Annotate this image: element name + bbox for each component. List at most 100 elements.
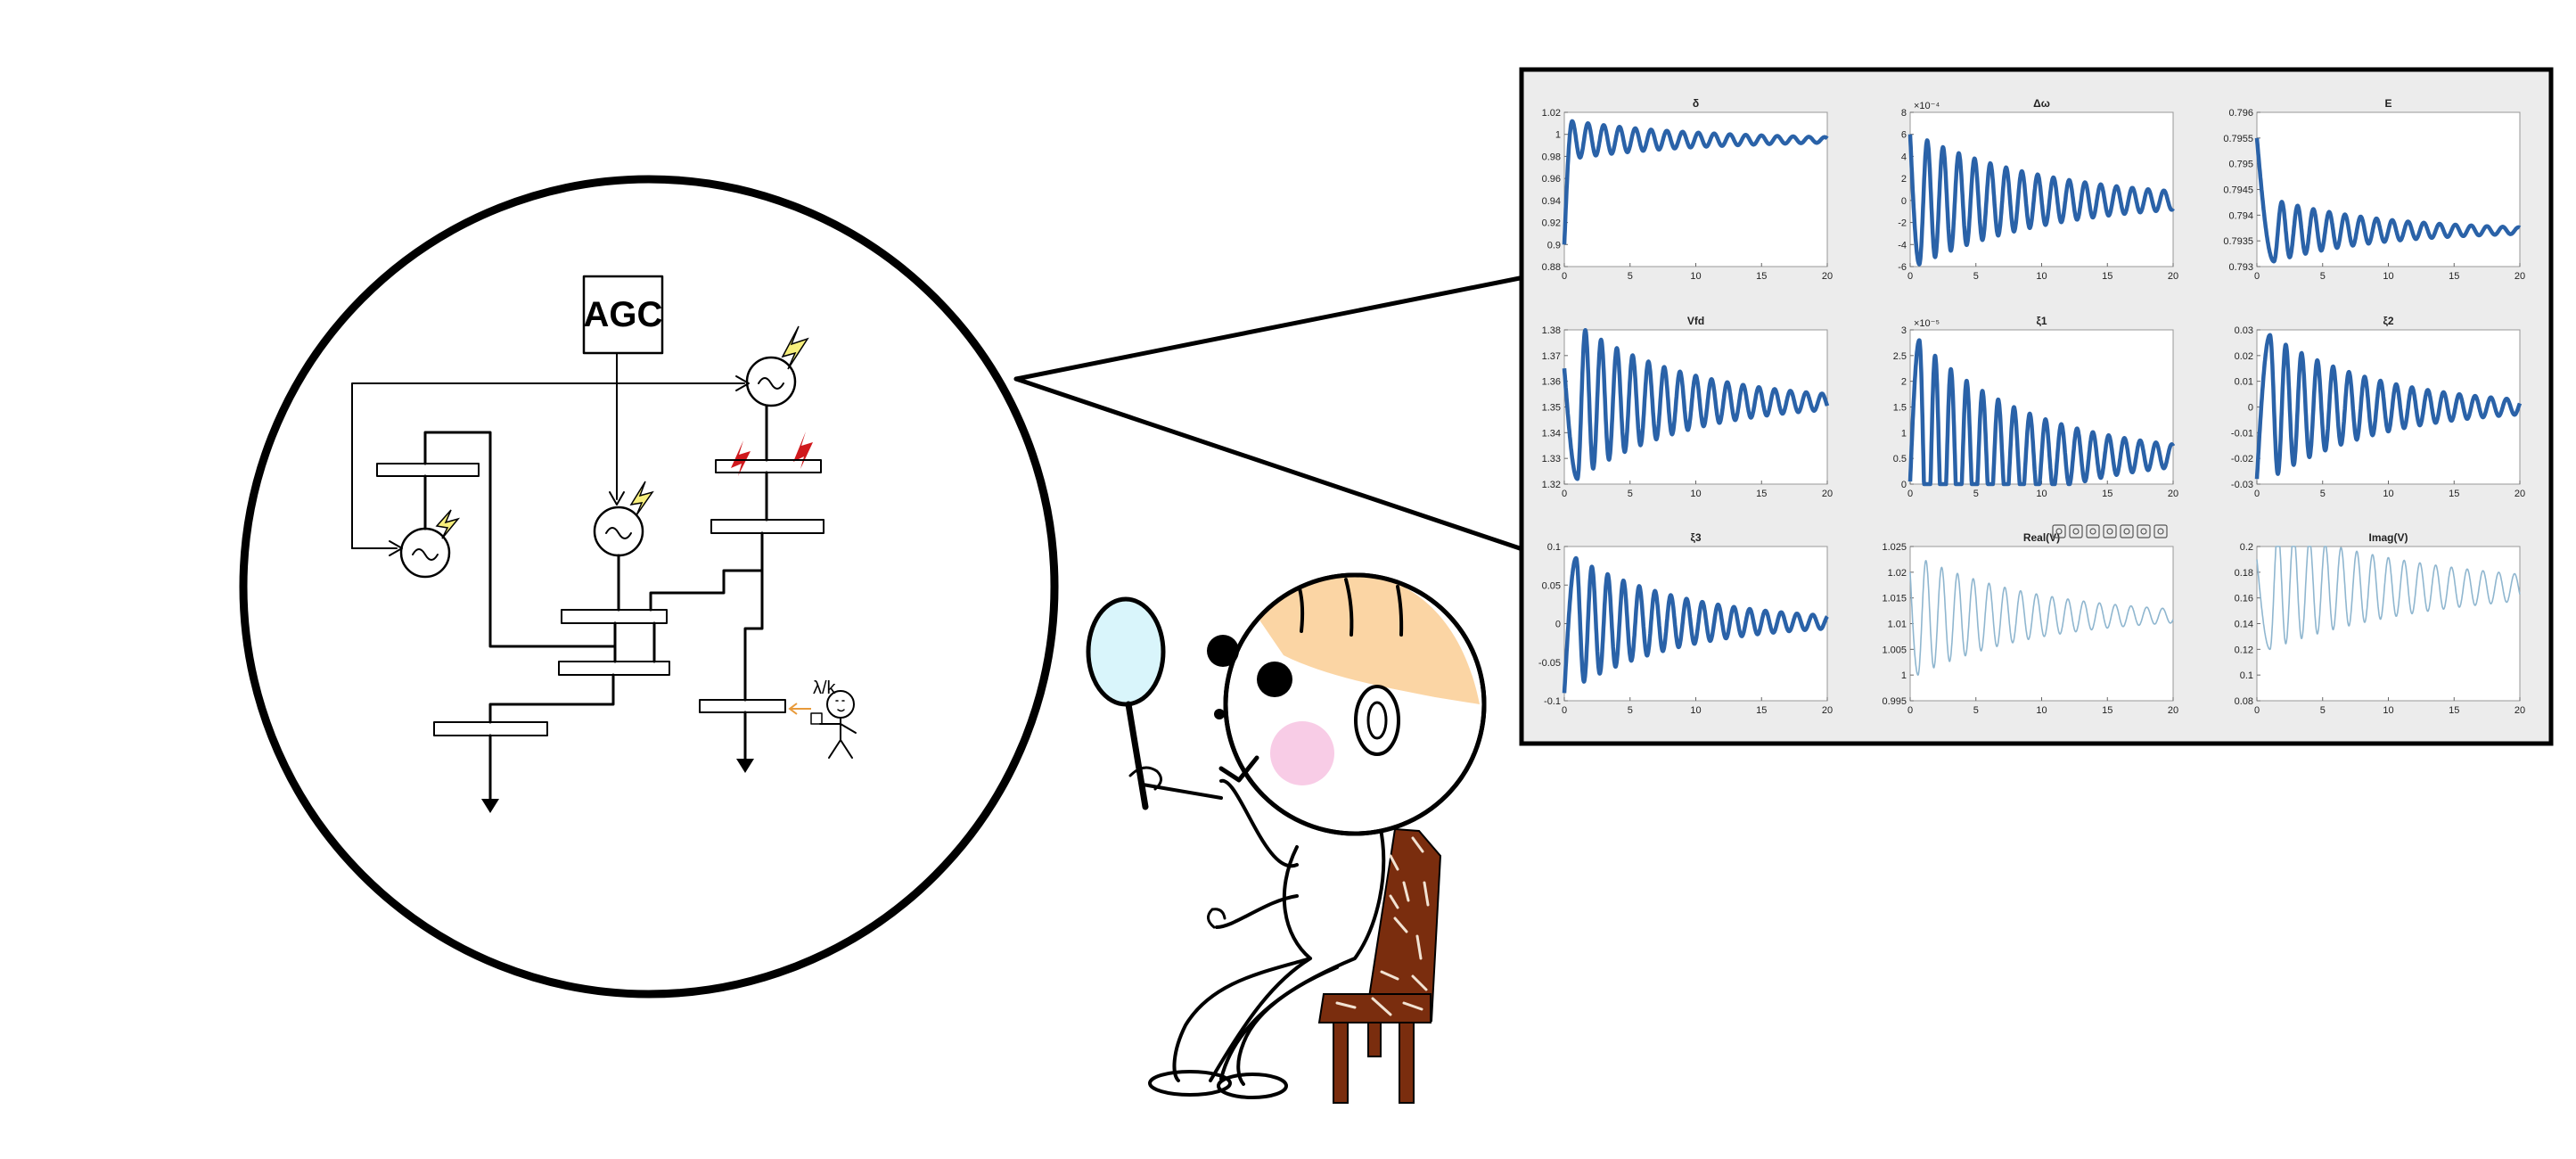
y-tick-label: 1.37 — [1542, 351, 1561, 362]
y-tick-label: 0.7935 — [2223, 236, 2253, 247]
signal-line — [1562, 555, 1829, 694]
save-icon[interactable] — [2086, 524, 2100, 538]
subplot-title: Imag(V) — [2368, 531, 2408, 544]
subplot-title: Δω — [2033, 97, 2050, 110]
bolt-icon — [435, 509, 461, 539]
x-tick-label: 10 — [2383, 705, 2393, 716]
x-tick-label: 0 — [1907, 489, 1913, 499]
y-tick-label: 0.1 — [1547, 542, 1561, 553]
y-tick-label: 2 — [1901, 377, 1907, 388]
bus-2 — [715, 459, 822, 473]
x-tick-label: 10 — [1690, 705, 1701, 716]
bus-6 — [433, 721, 548, 736]
y-tick-label: 0.7955 — [2223, 134, 2253, 144]
y-tick-label: 0.01 — [2235, 377, 2253, 388]
x-tick-label: 15 — [2102, 489, 2112, 499]
x-tick-label: 20 — [2514, 489, 2525, 499]
y-tick-label: 0.2 — [2240, 542, 2253, 553]
brush-icon[interactable] — [2052, 524, 2066, 538]
x-tick-label: 0 — [2254, 489, 2260, 499]
y-tick-label: 0.1 — [2240, 670, 2253, 681]
y-tick-label: -6 — [1898, 262, 1907, 273]
x-tick-label: 0 — [1562, 271, 1567, 282]
subplot-title: ξ1 — [2036, 315, 2047, 327]
x-tick-label: 20 — [2168, 489, 2178, 499]
magnify-circle — [239, 175, 1059, 999]
y-tick-label: -0.05 — [1538, 658, 1561, 669]
x-tick-label: 0 — [2254, 705, 2260, 716]
y-tick-label: 0.793 — [2228, 262, 2253, 273]
x-tick-label: 10 — [2036, 705, 2047, 716]
y-tick-label: 0.08 — [2235, 696, 2253, 707]
subplot-9: Imag(V) 0.2 0.18 0.16 0.14 0.12 0.1 0.080 5 10 15 2… — [2235, 531, 2526, 716]
y-tick-label: 2.5 — [1893, 351, 1907, 362]
y-tick-label: 4 — [1901, 152, 1907, 162]
y-tick-label: 1.5 — [1893, 403, 1907, 414]
y-tick-label: 1 — [1901, 670, 1907, 681]
x-tick-label: 15 — [2449, 489, 2459, 499]
callout-line-top — [1013, 275, 1522, 382]
x-tick-label: 20 — [2168, 705, 2178, 716]
x-tick-label: 10 — [2036, 489, 2047, 499]
bus-7 — [699, 699, 786, 713]
y-tick-label: 1.015 — [1882, 594, 1907, 604]
figure-toolbar[interactable] — [2052, 524, 2168, 538]
signal-line — [1909, 559, 2174, 677]
agc-label: AGC — [584, 295, 663, 334]
signal-line — [1907, 338, 2176, 487]
x-tick-label: 0 — [1562, 705, 1567, 716]
x-tick-label: 20 — [2514, 705, 2525, 716]
agc-control-loop — [351, 382, 745, 549]
print-icon[interactable] — [2069, 524, 2083, 538]
y-tick-label: 6 — [1901, 130, 1907, 141]
y-tick-label: 1.32 — [1542, 480, 1561, 490]
y-tick-label: 8 — [1901, 108, 1907, 119]
operator-label: λ/k — [813, 678, 837, 698]
y-tick-label: 0.9 — [1547, 240, 1561, 251]
y-tick-label: 0.7945 — [2223, 185, 2253, 196]
axis-exponent: ×10⁻⁵ — [1914, 318, 1940, 329]
x-tick-label: 20 — [2168, 271, 2178, 282]
y-tick-label: 0.02 — [2235, 351, 2253, 362]
x-tick-label: 10 — [2383, 271, 2393, 282]
x-tick-label: 5 — [1628, 489, 1633, 499]
x-tick-label: 5 — [1628, 271, 1633, 282]
y-tick-label: -0.1 — [1544, 696, 1561, 707]
magnified-view: AGC — [239, 175, 1522, 999]
x-tick-label: 10 — [1690, 489, 1701, 499]
y-tick-label: 0.794 — [2228, 210, 2253, 221]
bus-4 — [561, 609, 668, 624]
zoom-in-icon[interactable] — [2120, 524, 2134, 538]
x-tick-label: 15 — [2449, 271, 2459, 282]
bolt-icon — [781, 325, 809, 370]
y-tick-label: 1.38 — [1542, 325, 1561, 336]
y-tick-label: 1.01 — [1888, 620, 1907, 630]
axes-box — [2256, 546, 2521, 702]
x-tick-label: 0 — [1562, 489, 1567, 499]
x-tick-label: 0 — [2254, 271, 2260, 282]
pan-hand-icon[interactable] — [2103, 524, 2117, 538]
home-icon[interactable] — [2154, 524, 2168, 538]
y-tick-label: 1.34 — [1542, 428, 1561, 439]
signal-line — [1562, 119, 1829, 245]
x-tick-label: 20 — [1822, 271, 1833, 282]
x-tick-label: 15 — [2449, 705, 2459, 716]
y-tick-label: 0.795 — [2228, 160, 2253, 170]
generator-right — [745, 356, 797, 407]
x-tick-label: 5 — [2320, 271, 2326, 282]
subplot-1: δ 1.02 1 0.98 0.96 0.94 0.92 0.9 0.880 5 10 15 20 — [1542, 97, 1834, 282]
y-tick-label: -0.02 — [2231, 454, 2253, 464]
y-tick-label: 0.05 — [1542, 580, 1561, 591]
axes-box — [2256, 111, 2521, 267]
y-tick-label: 1.005 — [1882, 645, 1907, 655]
y-tick-label: 0.88 — [1542, 262, 1561, 273]
y-tick-label: 0 — [1555, 620, 1561, 630]
zoom-out-icon[interactable] — [2137, 524, 2151, 538]
subplot-title: Vfd — [1687, 315, 1704, 327]
y-tick-label: 0.796 — [2228, 108, 2253, 119]
bus-5 — [558, 661, 670, 676]
